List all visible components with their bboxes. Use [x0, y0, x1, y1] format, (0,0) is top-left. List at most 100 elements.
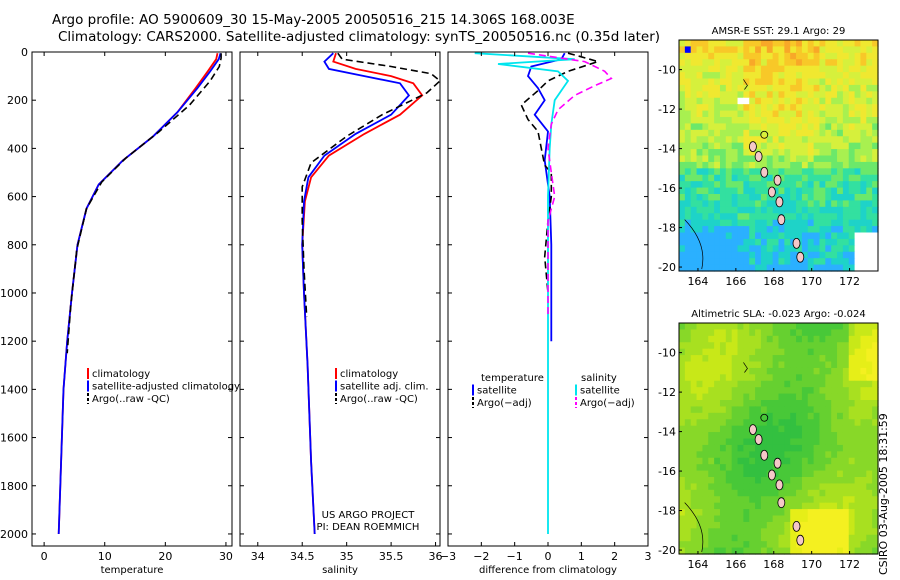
island-shape	[749, 141, 757, 153]
series-satellite-adj-clim-	[301, 52, 411, 535]
map-cell	[714, 470, 721, 478]
map-cell	[766, 425, 774, 433]
map-cell	[725, 380, 733, 388]
map-cell	[702, 412, 709, 420]
map-cell	[749, 104, 756, 112]
map-cell	[760, 91, 768, 99]
map-cell	[731, 361, 739, 369]
map-cell	[854, 509, 862, 517]
map-cell	[760, 52, 768, 60]
map-cell	[842, 412, 850, 420]
map-cell	[825, 238, 832, 246]
map-cell	[860, 470, 867, 478]
x-axis-label: temperature	[101, 565, 164, 576]
series-climatology	[57, 53, 219, 535]
map-cell	[872, 348, 879, 356]
map-cell	[784, 521, 791, 529]
map-cell	[813, 496, 821, 504]
map-cell	[772, 264, 780, 272]
map-cell	[755, 194, 762, 202]
map-cell	[737, 509, 744, 517]
map-cell	[743, 374, 750, 382]
map-cell	[813, 72, 821, 80]
map-cell	[725, 104, 733, 112]
map-cell	[725, 342, 733, 350]
map-cell	[714, 91, 721, 99]
map-cell	[708, 226, 715, 234]
map-cell	[790, 355, 797, 363]
map-cell	[714, 46, 721, 54]
map-cell	[719, 245, 727, 253]
map-cell	[831, 515, 838, 523]
map-cell	[860, 219, 867, 227]
map-cell	[725, 470, 733, 478]
map-cell	[807, 432, 815, 440]
map-cell	[679, 84, 686, 92]
map-cell	[813, 110, 821, 118]
map-cell	[737, 400, 744, 408]
map-cell	[807, 142, 815, 150]
map-cell	[690, 97, 698, 105]
map-cell	[772, 470, 780, 478]
map-cell	[690, 515, 698, 523]
map-cell	[731, 457, 739, 465]
map-cell	[825, 534, 832, 542]
map-cell	[778, 84, 785, 92]
map-cell	[714, 117, 721, 125]
map-cell	[696, 251, 704, 259]
map-cell	[679, 400, 686, 408]
map-title: Altimetric SLA: -0.023 Argo: -0.024	[691, 309, 866, 320]
map-cell	[725, 457, 733, 465]
map-cell	[866, 387, 873, 395]
map-cell	[837, 219, 844, 227]
map-cell	[731, 213, 739, 221]
map-cell	[790, 251, 797, 259]
map-cell	[737, 329, 744, 337]
map-cell	[807, 355, 815, 363]
map-cell	[760, 136, 768, 144]
map-cell	[854, 432, 862, 440]
map-cell	[801, 142, 809, 150]
map-cell	[755, 355, 762, 363]
map-cell	[714, 329, 721, 337]
map-cell	[796, 483, 803, 491]
map-cell	[842, 534, 850, 542]
map-cell	[842, 206, 850, 214]
map-cell	[766, 206, 774, 214]
map-cell	[848, 200, 856, 208]
map-cell	[766, 464, 774, 472]
map-cell	[860, 142, 867, 150]
map-cell	[801, 174, 809, 182]
map-cell	[696, 117, 704, 125]
map-cell	[872, 136, 879, 144]
map-cell	[837, 78, 844, 86]
map-cell	[679, 380, 686, 388]
map-cell	[778, 457, 785, 465]
map-cell	[766, 84, 774, 92]
map-cell	[708, 412, 715, 420]
map-cell	[702, 59, 709, 67]
map-cell	[755, 367, 762, 375]
map-cell	[755, 380, 762, 388]
map-cell	[702, 509, 709, 517]
map-cell	[696, 451, 704, 459]
map-cell	[731, 534, 739, 542]
map-cell	[714, 264, 721, 272]
map-cell	[790, 457, 797, 465]
map-cell	[725, 348, 733, 356]
map-cell	[854, 477, 862, 485]
map-cell	[719, 367, 727, 375]
map-cell	[743, 65, 750, 73]
map-cell	[725, 168, 733, 176]
map-cell	[837, 387, 844, 395]
map-cell	[725, 477, 733, 485]
map-cell	[819, 117, 826, 125]
map-cell	[696, 59, 704, 67]
map-cell	[749, 432, 756, 440]
map-cell	[801, 502, 809, 510]
map-cell	[679, 264, 686, 272]
map-cell	[749, 521, 756, 529]
map-cell	[743, 489, 750, 497]
map-cell	[760, 123, 768, 131]
